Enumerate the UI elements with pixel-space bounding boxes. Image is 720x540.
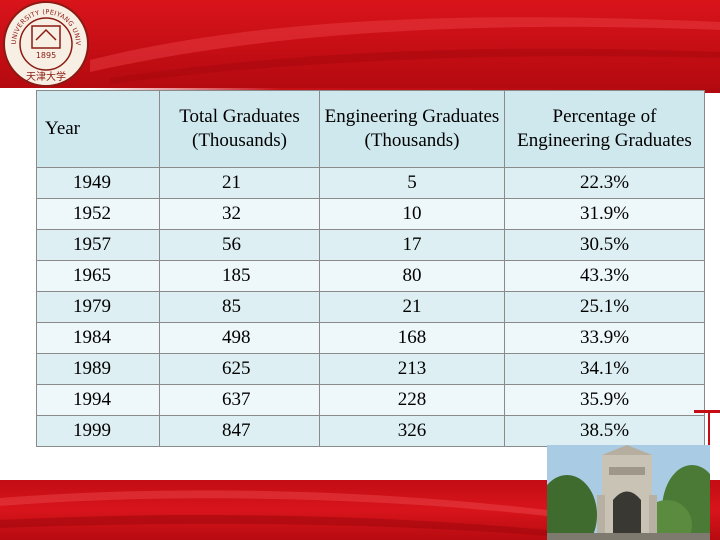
campus-building-photo: [547, 445, 710, 540]
table-row: 1989 625 213 34.1%: [36, 353, 705, 385]
university-seal-icon: TIANJIN UNIVERSITY (PEIYANG UNIVERSITY) …: [0, 0, 90, 88]
cell-year: 1989: [36, 353, 160, 385]
header-total-graduates: Total Graduates (Thousands): [159, 90, 320, 168]
cell-total: 185: [159, 260, 320, 292]
banner-swoosh: [90, 17, 720, 84]
cell-engineering: 213: [319, 353, 505, 385]
cell-total: 847: [159, 415, 320, 447]
cell-engineering: 10: [319, 198, 505, 230]
cell-percentage: 22.3%: [504, 167, 705, 199]
cell-year: 1949: [36, 167, 160, 199]
header-engineering-graduates: Engineering Graduates (Thousands): [319, 90, 505, 168]
cell-total: 56: [159, 229, 320, 261]
table-row: 1999 847 326 38.5%: [36, 415, 705, 447]
table-row: 1965 185 80 43.3%: [36, 260, 705, 292]
top-banner: [0, 0, 720, 88]
cell-year: 1952: [36, 198, 160, 230]
table-row: 1952 32 10 31.9%: [36, 198, 705, 230]
accent-rule: [694, 410, 720, 413]
cell-year: 1979: [36, 291, 160, 323]
cell-total: 85: [159, 291, 320, 323]
seal-year: 1895: [36, 51, 56, 60]
bottom-swoosh: [0, 490, 547, 536]
cell-engineering: 168: [319, 322, 505, 354]
cell-year: 1999: [36, 415, 160, 447]
cell-engineering: 17: [319, 229, 505, 261]
cell-percentage: 31.9%: [504, 198, 705, 230]
cell-percentage: 33.9%: [504, 322, 705, 354]
cell-total: 498: [159, 322, 320, 354]
table-row: 1949 21 5 22.3%: [36, 167, 705, 199]
table-header-row: Year Total Graduates (Thousands) Enginee…: [36, 90, 705, 168]
table-row: 1957 56 17 30.5%: [36, 229, 705, 261]
cell-engineering: 80: [319, 260, 505, 292]
cell-total: 32: [159, 198, 320, 230]
cell-percentage: 34.1%: [504, 353, 705, 385]
table-row: 1979 85 21 25.1%: [36, 291, 705, 323]
cell-engineering: 326: [319, 415, 505, 447]
cell-year: 1957: [36, 229, 160, 261]
table-row: 1984 498 168 33.9%: [36, 322, 705, 354]
cell-year: 1965: [36, 260, 160, 292]
cell-engineering: 21: [319, 291, 505, 323]
cell-percentage: 35.9%: [504, 384, 705, 416]
cell-total: 625: [159, 353, 320, 385]
header-year: Year: [36, 90, 160, 168]
seal-bottom-text: 天津大学: [26, 70, 66, 83]
table-row: 1994 637 228 35.9%: [36, 384, 705, 416]
cell-year: 1994: [36, 384, 160, 416]
cell-percentage: 30.5%: [504, 229, 705, 261]
cell-percentage: 38.5%: [504, 415, 705, 447]
cell-total: 637: [159, 384, 320, 416]
cell-year: 1984: [36, 322, 160, 354]
header-percentage-engineering: Percentage of Engineering Graduates: [504, 90, 705, 168]
cell-percentage: 25.1%: [504, 291, 705, 323]
cell-percentage: 43.3%: [504, 260, 705, 292]
cell-engineering: 5: [319, 167, 505, 199]
cell-engineering: 228: [319, 384, 505, 416]
graduates-table: Year Total Graduates (Thousands) Enginee…: [36, 90, 705, 447]
cell-total: 21: [159, 167, 320, 199]
